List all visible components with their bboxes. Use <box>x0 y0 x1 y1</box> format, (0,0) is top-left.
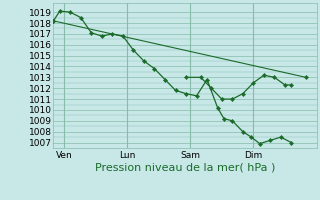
X-axis label: Pression niveau de la mer( hPa ): Pression niveau de la mer( hPa ) <box>95 163 275 173</box>
